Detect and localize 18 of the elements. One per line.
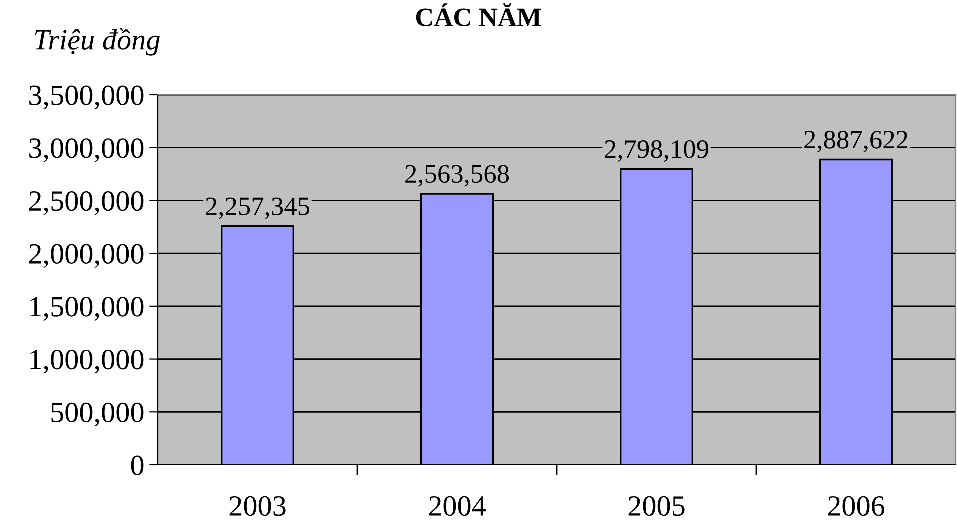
x-tick-label: 2004 bbox=[429, 496, 486, 516]
x-tick-label: 2003 bbox=[230, 496, 286, 516]
y-tick-label: 2,500,000 bbox=[29, 191, 144, 216]
y-tick-label: 3,500,000 bbox=[30, 86, 144, 110]
data-label: 2,257,345 bbox=[206, 198, 310, 220]
data-label: 2,798,109 bbox=[605, 140, 708, 162]
data-label: 2,887,622 bbox=[804, 131, 908, 153]
y-tick-label: 3,000,000 bbox=[30, 138, 144, 162]
y-axis-title: Triệu đồng bbox=[35, 28, 160, 56]
x-tick-label: 2005 bbox=[628, 496, 685, 516]
y-tick-label: 0 bbox=[131, 456, 144, 476]
y-tick-label: 2,000,000 bbox=[29, 244, 144, 268]
chart-title: CÁC NĂM bbox=[416, 3, 542, 26]
y-tick-label: 500,000 bbox=[52, 402, 144, 427]
y-tick-label: 1,500,000 bbox=[30, 297, 144, 322]
y-tick-label: 1,000,000 bbox=[30, 350, 144, 374]
x-tick-label: 2006 bbox=[828, 496, 885, 516]
data-label: 2,563,568 bbox=[406, 165, 510, 187]
